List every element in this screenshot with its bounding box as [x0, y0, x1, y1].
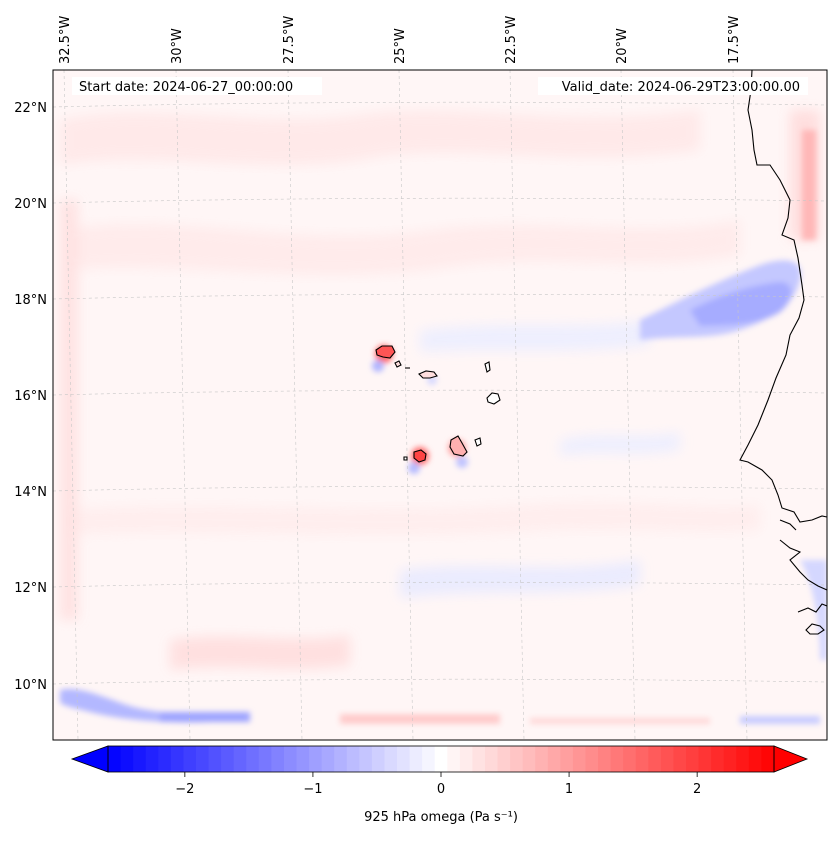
- colorbar-cell: [359, 746, 373, 772]
- colorbar-cell: [698, 746, 712, 772]
- lon-label: 22.5°W: [504, 16, 519, 64]
- lat-label: 22°N: [14, 101, 47, 116]
- colorbar-cell: [610, 746, 624, 772]
- colorbar-cell: [585, 746, 599, 772]
- lat-label: 16°N: [14, 389, 47, 404]
- colorbar-cell: [409, 746, 423, 772]
- colorbar-tick-label: 0: [437, 782, 445, 797]
- colorbar-cell: [133, 746, 147, 772]
- colorbar-cell: [434, 746, 448, 772]
- colorbar-cell: [334, 746, 348, 772]
- colorbar-cell: [723, 746, 737, 772]
- valid-date-box: [538, 77, 808, 95]
- map-panel: Start date: 2024-06-27_00:00:00 Valid_da…: [52, 69, 828, 741]
- colorbar-cell: [648, 746, 662, 772]
- colorbar-cell: [397, 746, 411, 772]
- colorbar-cell: [221, 746, 235, 772]
- colorbar-cell: [711, 746, 725, 772]
- colorbar-label: 925 hPa omega (Pa s⁻¹): [364, 810, 518, 825]
- start-date-box: [72, 77, 322, 95]
- colorbar-cell: [145, 746, 159, 772]
- colorbar-cell: [522, 746, 536, 772]
- lat-label: 18°N: [14, 293, 47, 308]
- colorbar-cell: [208, 746, 222, 772]
- colorbar-cell: [748, 746, 763, 772]
- colorbar-extend-min: [70, 745, 109, 773]
- colorbar: −2 −1 0 1 2 925 hPa omega (Pa s⁻¹): [70, 745, 809, 825]
- colorbar-cell: [736, 746, 750, 772]
- colorbar-extend-max: [773, 745, 809, 773]
- colorbar-cell: [371, 746, 386, 772]
- colorbar-cell: [183, 746, 197, 772]
- lat-label: 10°N: [14, 678, 47, 693]
- colorbar-cell: [623, 746, 637, 772]
- latitude-labels: 22°N 20°N 18°N 16°N 14°N 12°N 10°N: [14, 101, 47, 693]
- lon-label: 30°W: [170, 28, 185, 64]
- omega-field: [60, 110, 827, 724]
- colorbar-cell: [384, 746, 398, 772]
- islands: [375, 345, 501, 463]
- colorbar-cell: [447, 746, 461, 772]
- colorbar-tick-label: 2: [693, 782, 701, 797]
- colorbar-cell: [535, 746, 549, 772]
- colorbar-cell: [309, 746, 323, 772]
- colorbar-cell: [422, 746, 436, 772]
- valid-date-label: Valid_date: 2024-06-29T23:00:00.00: [562, 80, 800, 95]
- longitude-labels: 32.5°W 30°W 27.5°W 25°W 22.5°W 20°W 17.5°W: [58, 16, 742, 64]
- start-date-label: Start date: 2024-06-27_00:00:00: [79, 80, 293, 95]
- colorbar-cell: [158, 746, 172, 772]
- lat-label: 20°N: [14, 197, 47, 212]
- colorbar-cell: [258, 746, 272, 772]
- colorbar-cell: [246, 746, 260, 772]
- lat-label: 14°N: [14, 485, 47, 500]
- colorbar-cell: [170, 746, 184, 772]
- lon-label: 25°W: [393, 28, 408, 64]
- colorbar-cell: [321, 746, 335, 772]
- gridlines: [53, 70, 827, 740]
- colorbar-cell: [761, 746, 775, 772]
- colorbar-cell: [271, 746, 285, 772]
- colorbar-cell: [346, 746, 360, 772]
- colorbar-ticks: −2 −1 0 1 2: [175, 772, 701, 797]
- lon-label: 32.5°W: [58, 16, 73, 64]
- colorbar-cell: [233, 746, 247, 772]
- colorbar-cell: [484, 746, 499, 772]
- colorbar-cells: [108, 746, 775, 772]
- lon-label: 17.5°W: [727, 16, 742, 64]
- colorbar-cell: [195, 746, 210, 772]
- colorbar-tick-label: −1: [303, 782, 322, 797]
- colorbar-cell: [598, 746, 612, 772]
- colorbar-cell: [673, 746, 687, 772]
- colorbar-cell: [120, 746, 134, 772]
- lat-label: 12°N: [14, 581, 47, 596]
- colorbar-tick-label: −2: [175, 782, 194, 797]
- colorbar-cell: [572, 746, 587, 772]
- colorbar-cell: [660, 746, 675, 772]
- map-background: [53, 70, 827, 740]
- colorbar-cell: [686, 746, 700, 772]
- colorbar-cell: [296, 746, 310, 772]
- colorbar-cell: [560, 746, 574, 772]
- colorbar-cell: [283, 746, 298, 772]
- map-frame: [52, 69, 828, 741]
- colorbar-cell: [497, 746, 511, 772]
- colorbar-cell: [459, 746, 474, 772]
- map-title-boxes: Start date: 2024-06-27_00:00:00 Valid_da…: [72, 77, 808, 95]
- colorbar-cell: [547, 746, 561, 772]
- colorbar-cell: [510, 746, 524, 772]
- coastlines: [739, 70, 827, 635]
- lon-label: 20°W: [615, 28, 630, 64]
- lon-label: 27.5°W: [282, 16, 297, 64]
- colorbar-tick-label: 1: [565, 782, 573, 797]
- colorbar-cell: [472, 746, 486, 772]
- colorbar-cell: [108, 746, 122, 772]
- colorbar-cell: [635, 746, 649, 772]
